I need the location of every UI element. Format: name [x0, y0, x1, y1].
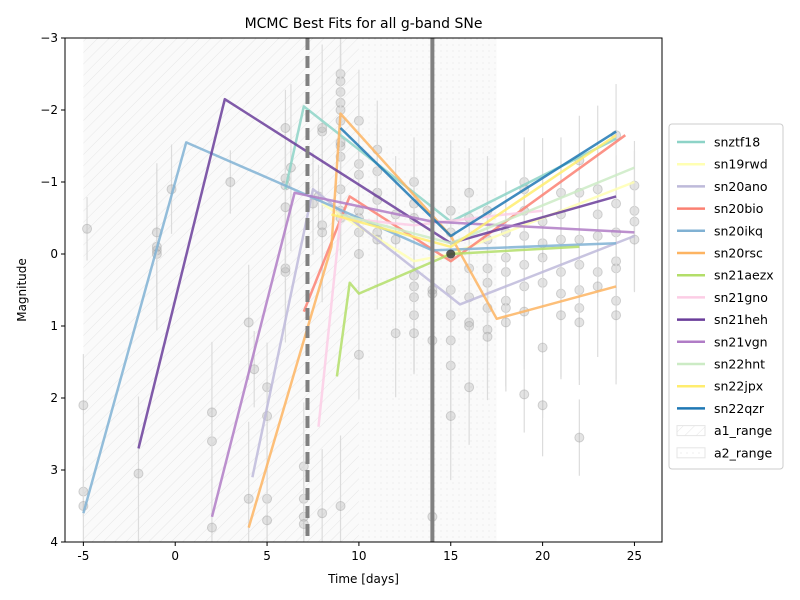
- x-tick-label: 15: [443, 549, 458, 563]
- observation-point: [445, 411, 456, 421]
- series-line-sn21heh: [137, 97, 617, 449]
- series-line-sn20ikq: [82, 141, 617, 514]
- observation-point: [537, 342, 548, 353]
- highlight-point: [446, 249, 456, 259]
- legend-box: [668, 123, 784, 470]
- legend-label-sn20ikq: sn20ikq: [714, 223, 763, 238]
- observation-point: [574, 317, 585, 328]
- observation-point: [280, 202, 291, 213]
- observation-point: [500, 317, 511, 328]
- y-tick-label: 0: [50, 247, 58, 261]
- x-tick-label: 10: [351, 549, 366, 563]
- shaded-range-a2_range: [358, 38, 497, 542]
- y-tick-label: 2: [50, 391, 58, 405]
- observation-point: [262, 515, 273, 526]
- legend-label-sn19rwd: sn19rwd: [714, 157, 768, 172]
- legend-label-sn21aezx: sn21aezx: [714, 268, 774, 283]
- y-tick-label: 1: [50, 319, 58, 333]
- x-tick-label: 25: [627, 549, 642, 563]
- fit-lines: [82, 97, 635, 528]
- axes: -5 0 5 10 15 20 25 −3 −2 −1 0 1 2 3 4: [40, 31, 642, 563]
- observation-point: [225, 177, 236, 187]
- y-axis-label: Magnitude: [15, 258, 29, 322]
- observation-point: [482, 331, 493, 342]
- series-line-sn21aezx: [335, 245, 580, 377]
- observation-point: [280, 123, 291, 133]
- chart-title: MCMC Best Fits for all g-band SNe: [245, 16, 483, 32]
- observation-point: [280, 263, 291, 274]
- observation-point: [317, 508, 328, 519]
- x-tick-label: -5: [77, 549, 89, 563]
- series-line-sn21vgn: [210, 191, 635, 518]
- legend-label-sn20bio: sn20bio: [714, 201, 763, 216]
- observation-point: [243, 493, 254, 504]
- observation-point: [464, 321, 475, 331]
- observation-point: [555, 310, 566, 321]
- observation-point: [243, 317, 254, 328]
- observation-point: [409, 328, 420, 339]
- legend-label-a2_range: a2_range: [714, 445, 773, 460]
- legend-label-sn22qzr: sn22qzr: [714, 401, 765, 416]
- legend: snztf18 sn19rwd sn20ano sn20bio sn20ikq sn20r…: [668, 123, 784, 470]
- observation-point: [82, 223, 93, 234]
- legend-label-a1_range: a1_range: [714, 423, 773, 438]
- observation-point: [464, 382, 475, 393]
- legend-label-sn22jpx: sn22jpx: [714, 379, 763, 394]
- observation-point: [335, 501, 346, 511]
- series-line-sn22hnt: [340, 166, 635, 245]
- x-tick-label: 20: [535, 549, 550, 563]
- observation-point: [206, 522, 217, 533]
- legend-label-snztf18: snztf18: [714, 135, 760, 150]
- series-line-sn20rsc: [247, 112, 617, 528]
- observation-point: [317, 123, 328, 133]
- plot-frame: [64, 37, 663, 543]
- x-tick-label: 5: [263, 549, 271, 563]
- observation-points: [78, 38, 640, 542]
- series-line-sn20ano: [251, 187, 635, 478]
- legend-label-sn21vgn: sn21vgn: [714, 334, 768, 349]
- y-tick-label: −3: [40, 31, 58, 45]
- x-tick-label: 0: [171, 549, 179, 563]
- observation-point: [390, 328, 401, 339]
- observation-point: [519, 389, 530, 400]
- observation-point: [353, 349, 364, 360]
- x-axis-label: Time [days]: [327, 572, 399, 586]
- series-line-sn22qzr: [339, 127, 617, 238]
- y-tick-label: 4: [50, 535, 58, 549]
- observation-point: [317, 227, 328, 238]
- observation-point: [78, 400, 89, 411]
- series-line-sn21gno: [317, 209, 543, 427]
- series-line-sn22jpx: [331, 134, 617, 249]
- observation-point: [353, 249, 364, 259]
- y-tick-label: −2: [40, 103, 58, 117]
- y-tick-label: 3: [50, 463, 58, 477]
- legend-label-sn22hnt: sn22hnt: [714, 357, 765, 372]
- vertical-markers: [305, 38, 456, 542]
- legend-swatch-a2_range: [676, 447, 706, 459]
- legend-label-sn20rsc: sn20rsc: [714, 246, 763, 261]
- observation-point: [206, 407, 217, 418]
- legend-label-sn20ano: sn20ano: [714, 179, 768, 194]
- legend-swatch-a1_range: [676, 425, 706, 437]
- y-tick-label: −1: [40, 175, 58, 189]
- observation-point: [574, 432, 585, 443]
- legend-label-sn21gno: sn21gno: [714, 290, 768, 305]
- observation-point: [133, 468, 144, 479]
- observation-point: [611, 310, 622, 321]
- observation-point: [537, 400, 548, 411]
- legend-label-sn21heh: sn21heh: [714, 312, 768, 327]
